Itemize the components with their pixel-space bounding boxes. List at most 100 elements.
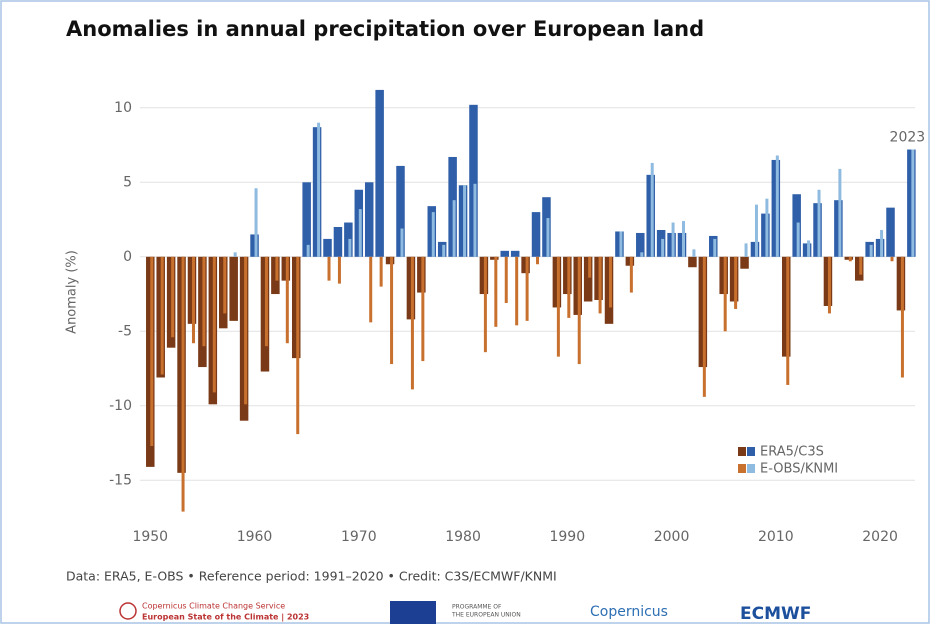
bar xyxy=(379,256,383,287)
bar xyxy=(661,238,665,257)
bar xyxy=(254,188,258,257)
legend-swatch xyxy=(747,464,755,473)
bar xyxy=(702,256,706,397)
bar xyxy=(348,238,352,257)
bar xyxy=(688,256,697,268)
bar xyxy=(744,243,748,257)
bar xyxy=(650,162,654,257)
x-tick-label: 1950 xyxy=(132,529,168,545)
bar xyxy=(171,256,175,338)
logos: Copernicus Climate Change Service Europe… xyxy=(119,601,811,624)
bar xyxy=(202,256,206,347)
annotation: 2023 xyxy=(890,130,926,146)
bar xyxy=(421,256,425,362)
bar xyxy=(452,200,456,257)
y-tick-label: -15 xyxy=(109,472,132,488)
bar xyxy=(900,256,904,378)
bar xyxy=(531,212,541,257)
bar xyxy=(567,256,571,318)
bar xyxy=(327,256,331,281)
logo-text: THE EUROPEAN UNION xyxy=(451,612,521,619)
bar xyxy=(364,182,374,257)
logo-text: Copernicus xyxy=(590,604,668,620)
bar xyxy=(150,256,154,447)
bar xyxy=(525,256,529,321)
y-tick-label: -5 xyxy=(118,323,132,339)
bar xyxy=(817,189,821,257)
bar xyxy=(848,256,852,262)
bar xyxy=(890,256,894,262)
bar xyxy=(869,244,873,257)
bar xyxy=(723,256,727,332)
bar xyxy=(504,256,508,303)
legend-label: ERA5/C3S xyxy=(760,445,824,460)
bar xyxy=(483,256,487,353)
bar xyxy=(250,234,259,257)
x-tick-label: 1960 xyxy=(237,529,273,545)
y-tick-label: 5 xyxy=(123,174,132,190)
bar xyxy=(827,256,831,314)
bar xyxy=(609,256,613,308)
chart-title: Anomalies in annual precipitation over E… xyxy=(66,17,704,41)
logo-text: European State of the Climate | 2023 xyxy=(142,613,309,622)
bar xyxy=(500,250,510,257)
bar xyxy=(796,222,800,257)
bar xyxy=(333,227,343,257)
x-tick-label: 2020 xyxy=(862,529,898,545)
eu-flag xyxy=(390,601,436,624)
bar xyxy=(713,238,717,257)
y-tick-label: 0 xyxy=(123,249,132,265)
bar xyxy=(223,256,227,314)
legend-label: E-OBS/KNMI xyxy=(760,462,838,477)
bar xyxy=(583,256,593,302)
x-tick-label: 1970 xyxy=(341,529,377,545)
bar xyxy=(264,256,268,347)
bar xyxy=(191,256,195,344)
bar xyxy=(463,185,467,257)
x-tick-label: 2010 xyxy=(758,529,794,545)
bar xyxy=(469,104,478,257)
bar xyxy=(640,252,644,257)
bar xyxy=(375,89,384,257)
logo-text: PROGRAMME OF xyxy=(452,604,502,611)
bar xyxy=(577,256,581,365)
bar xyxy=(636,232,645,257)
x-tick-label: 1990 xyxy=(549,529,585,545)
bar xyxy=(765,198,769,257)
x-tick-label: 1980 xyxy=(445,529,481,545)
bar xyxy=(786,256,790,385)
bar xyxy=(536,256,540,265)
bar xyxy=(302,182,311,257)
bar xyxy=(775,155,779,257)
bar xyxy=(754,204,758,257)
bar xyxy=(358,209,362,257)
bar xyxy=(400,228,404,257)
bar xyxy=(296,256,300,435)
bar xyxy=(859,256,863,275)
bar xyxy=(619,231,623,257)
bar xyxy=(285,256,289,344)
legend-swatch xyxy=(738,464,746,473)
bar xyxy=(317,122,321,257)
bar xyxy=(515,256,519,326)
bar xyxy=(181,256,185,512)
bar xyxy=(229,256,238,321)
bar xyxy=(323,238,332,257)
bar xyxy=(880,229,884,257)
bar xyxy=(911,149,915,257)
legend-swatch xyxy=(747,447,755,456)
bar xyxy=(807,240,811,257)
bar xyxy=(473,183,477,257)
bar xyxy=(740,256,749,269)
bar xyxy=(442,244,446,257)
bar xyxy=(588,256,592,278)
logo-text: ECMWF xyxy=(740,604,811,624)
bar xyxy=(510,250,520,257)
y-axis-label: Anomaly (%) xyxy=(65,250,80,334)
bar xyxy=(629,256,633,293)
logo-icon xyxy=(119,602,137,620)
bar xyxy=(734,256,738,309)
bar xyxy=(337,256,341,284)
